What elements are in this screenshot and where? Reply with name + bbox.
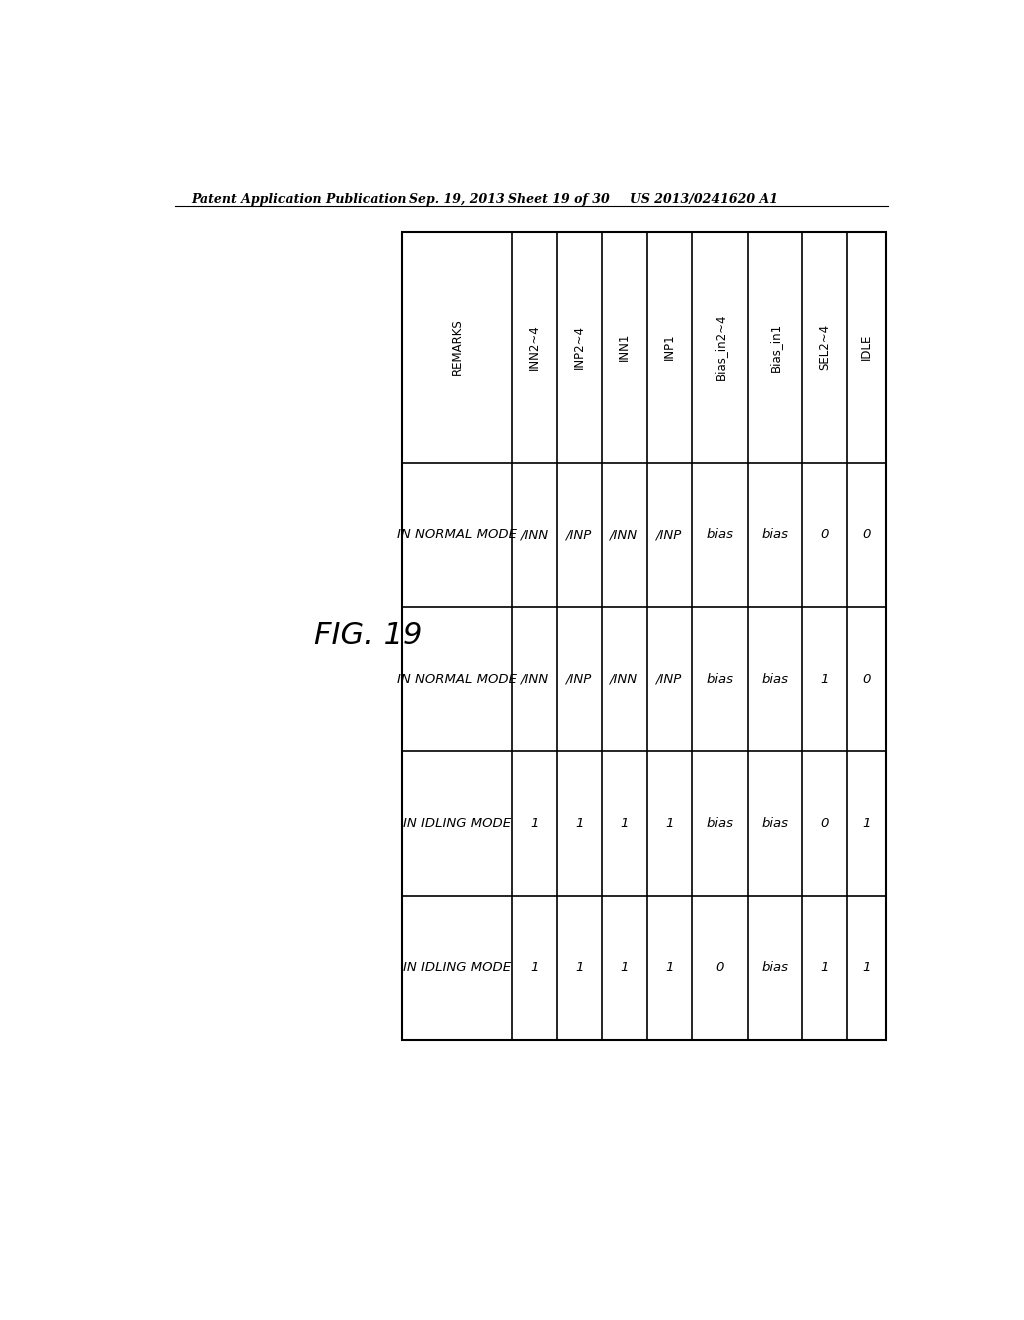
Text: 1: 1 bbox=[575, 817, 584, 830]
Text: /INP: /INP bbox=[656, 673, 682, 685]
Text: IN IDLING MODE: IN IDLING MODE bbox=[402, 961, 511, 974]
Text: Bias_in2~4: Bias_in2~4 bbox=[714, 314, 726, 380]
Text: SEL2~4: SEL2~4 bbox=[818, 323, 831, 370]
Text: FIG. 19: FIG. 19 bbox=[314, 622, 423, 651]
Text: 1: 1 bbox=[665, 961, 674, 974]
Text: 1: 1 bbox=[820, 961, 828, 974]
Text: INP1: INP1 bbox=[663, 334, 676, 360]
Text: /INN: /INN bbox=[610, 673, 638, 685]
Text: IN NORMAL MODE: IN NORMAL MODE bbox=[397, 528, 517, 541]
Text: 1: 1 bbox=[530, 961, 539, 974]
Bar bbox=[401, 231, 886, 1040]
Text: 1: 1 bbox=[530, 817, 539, 830]
Text: bias: bias bbox=[707, 673, 733, 685]
Text: 0: 0 bbox=[820, 528, 828, 541]
Text: INN2~4: INN2~4 bbox=[528, 325, 541, 370]
Text: bias: bias bbox=[762, 673, 788, 685]
Text: Sep. 19, 2013: Sep. 19, 2013 bbox=[410, 193, 505, 206]
Text: /INN: /INN bbox=[610, 528, 638, 541]
Text: 0: 0 bbox=[716, 961, 724, 974]
Text: bias: bias bbox=[762, 961, 788, 974]
Text: /INN: /INN bbox=[520, 528, 549, 541]
Text: IN NORMAL MODE: IN NORMAL MODE bbox=[397, 673, 517, 685]
Text: /INP: /INP bbox=[566, 528, 593, 541]
Text: bias: bias bbox=[762, 817, 788, 830]
Text: IDLE: IDLE bbox=[860, 334, 873, 360]
Text: US 2013/0241620 A1: US 2013/0241620 A1 bbox=[630, 193, 778, 206]
Text: IN IDLING MODE: IN IDLING MODE bbox=[402, 817, 511, 830]
Text: 0: 0 bbox=[862, 673, 870, 685]
Text: /INN: /INN bbox=[520, 673, 549, 685]
Text: /INP: /INP bbox=[656, 528, 682, 541]
Text: bias: bias bbox=[762, 528, 788, 541]
Text: REMARKS: REMARKS bbox=[451, 318, 464, 375]
Text: 1: 1 bbox=[621, 817, 629, 830]
Text: Bias_in1: Bias_in1 bbox=[769, 322, 781, 372]
Text: INN1: INN1 bbox=[617, 333, 631, 362]
Text: 0: 0 bbox=[820, 817, 828, 830]
Text: bias: bias bbox=[707, 817, 733, 830]
Text: 1: 1 bbox=[621, 961, 629, 974]
Text: Sheet 19 of 30: Sheet 19 of 30 bbox=[508, 193, 609, 206]
Text: Patent Application Publication: Patent Application Publication bbox=[191, 193, 408, 206]
Text: 1: 1 bbox=[820, 673, 828, 685]
Text: 1: 1 bbox=[862, 817, 870, 830]
Text: bias: bias bbox=[707, 528, 733, 541]
Text: 1: 1 bbox=[575, 961, 584, 974]
Text: 0: 0 bbox=[862, 528, 870, 541]
Text: INP2~4: INP2~4 bbox=[573, 325, 586, 370]
Text: 1: 1 bbox=[862, 961, 870, 974]
Text: 1: 1 bbox=[665, 817, 674, 830]
Text: /INP: /INP bbox=[566, 673, 593, 685]
